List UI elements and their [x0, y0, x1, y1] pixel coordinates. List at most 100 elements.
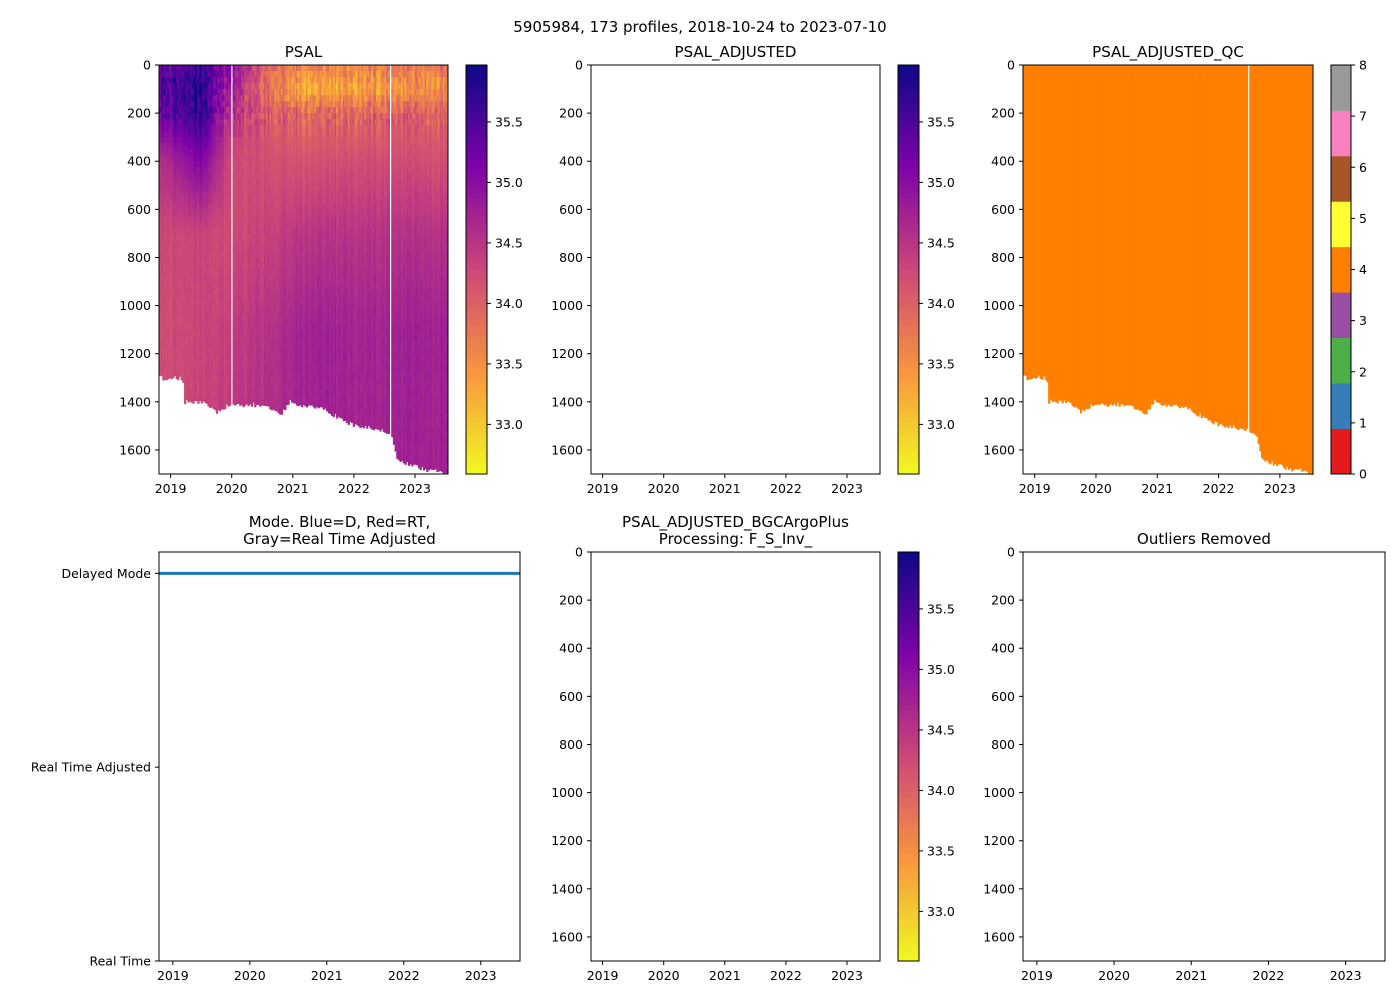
heatmap-cell: [270, 353, 274, 361]
heatmap-cell: [204, 263, 207, 270]
heatmap-cell: [159, 185, 162, 192]
heatmap-cell: [227, 227, 230, 234]
heatmap-cell: [240, 89, 244, 96]
heatmap-cell: [304, 149, 307, 156]
heatmap-cell: [202, 299, 205, 307]
heatmap-cell: [179, 197, 182, 204]
heatmap-cell: [160, 341, 163, 349]
heatmap-cell: [292, 251, 295, 258]
heatmap-cell: [212, 125, 215, 132]
heatmap-cell: [182, 137, 185, 144]
heatmap-cell: [164, 335, 167, 343]
heatmap-cell: [224, 149, 227, 156]
heatmap-cell: [175, 203, 178, 210]
heatmap-cell: [277, 299, 280, 307]
heatmap-cell: [160, 323, 163, 331]
heatmap-cell: [209, 203, 212, 210]
heatmap-cell: [275, 143, 279, 150]
heatmap-cell: [277, 371, 280, 379]
heatmap-cell: [225, 359, 228, 367]
heatmap-cell: [162, 173, 165, 180]
heatmap-cell: [232, 125, 235, 132]
heatmap-cell: [194, 323, 197, 331]
heatmap-cell: [175, 71, 178, 78]
heatmap-cell: [242, 401, 245, 408]
heatmap-cell: [219, 317, 222, 325]
heatmap-cell: [255, 161, 259, 168]
heatmap-cell: [189, 203, 192, 210]
heatmap-cell: [224, 83, 227, 90]
heatmap-cell: [294, 131, 297, 138]
heatmap-cell: [219, 401, 222, 409]
heatmap-cell: [159, 161, 162, 168]
heatmap-cell: [249, 185, 252, 192]
heatmap-cell: [270, 389, 274, 397]
heatmap-cell: [282, 377, 285, 385]
heatmap-cell: [215, 389, 218, 397]
heatmap-cell: [192, 281, 195, 289]
heatmap-cell: [192, 353, 195, 361]
heatmap-cell: [300, 383, 304, 391]
heatmap-cell: [215, 137, 218, 144]
heatmap-cell: [277, 335, 280, 343]
heatmap-cell: [180, 281, 183, 289]
heatmap-cell: [190, 77, 193, 84]
heatmap-cell: [202, 317, 205, 325]
heatmap-cell: [252, 173, 255, 180]
heatmap-cell: [235, 287, 239, 295]
heatmap-cell: [302, 239, 305, 246]
heatmap-cell: [269, 95, 272, 102]
heatmap-cell: [302, 65, 305, 72]
heatmap-cell: [165, 119, 168, 126]
heatmap-cell: [292, 191, 295, 198]
heatmap-cell: [287, 221, 290, 228]
heatmap-cell: [254, 263, 257, 270]
heatmap-cell: [300, 209, 304, 216]
heatmap-cell: [295, 167, 299, 174]
heatmap-cell: [182, 209, 185, 216]
heatmap-cell: [204, 287, 207, 295]
heatmap-cell: [280, 203, 284, 210]
heatmap-cell: [165, 329, 168, 337]
heatmap-cell: [195, 395, 198, 402]
heatmap-cell: [199, 197, 202, 204]
heatmap-cell: [202, 233, 205, 240]
heatmap-cell: [245, 341, 249, 349]
heatmap-cell: [199, 263, 202, 270]
heatmap-cell: [212, 299, 215, 307]
heatmap-cell: [280, 107, 284, 114]
heatmap-cell: [262, 395, 265, 403]
heatmap-cell: [292, 107, 295, 114]
heatmap-cell: [257, 401, 260, 406]
heatmap-cell: [284, 77, 287, 84]
heatmap-cell: [260, 131, 264, 138]
heatmap-cell: [240, 347, 244, 355]
heatmap-cell: [205, 197, 208, 204]
heatmap-cell: [189, 107, 192, 114]
heatmap-cell: [194, 125, 197, 132]
heatmap-cell: [175, 77, 178, 84]
heatmap-cell: [172, 347, 175, 355]
heatmap-cell: [167, 263, 170, 270]
heatmap-cell: [214, 227, 217, 234]
heatmap-cell: [179, 155, 182, 162]
heatmap-cell: [179, 263, 182, 270]
heatmap-cell: [229, 155, 232, 162]
heatmap-cell: [219, 119, 222, 126]
heatmap-cell: [244, 395, 247, 403]
heatmap-cell: [260, 251, 264, 258]
heatmap-cell: [234, 113, 237, 120]
heatmap-cell: [220, 143, 223, 150]
heatmap-cell: [214, 221, 217, 228]
heatmap-cell: [270, 365, 274, 373]
heatmap-cell: [219, 293, 222, 301]
heatmap-cell: [209, 263, 212, 270]
heatmap-cell: [202, 203, 205, 210]
heatmap-cell: [200, 329, 203, 337]
heatmap-cell: [234, 185, 237, 192]
heatmap-cell: [217, 221, 220, 228]
heatmap-cell: [180, 377, 183, 381]
heatmap-cell: [199, 167, 202, 174]
heatmap-cell: [237, 323, 240, 331]
heatmap-cell: [270, 125, 274, 132]
